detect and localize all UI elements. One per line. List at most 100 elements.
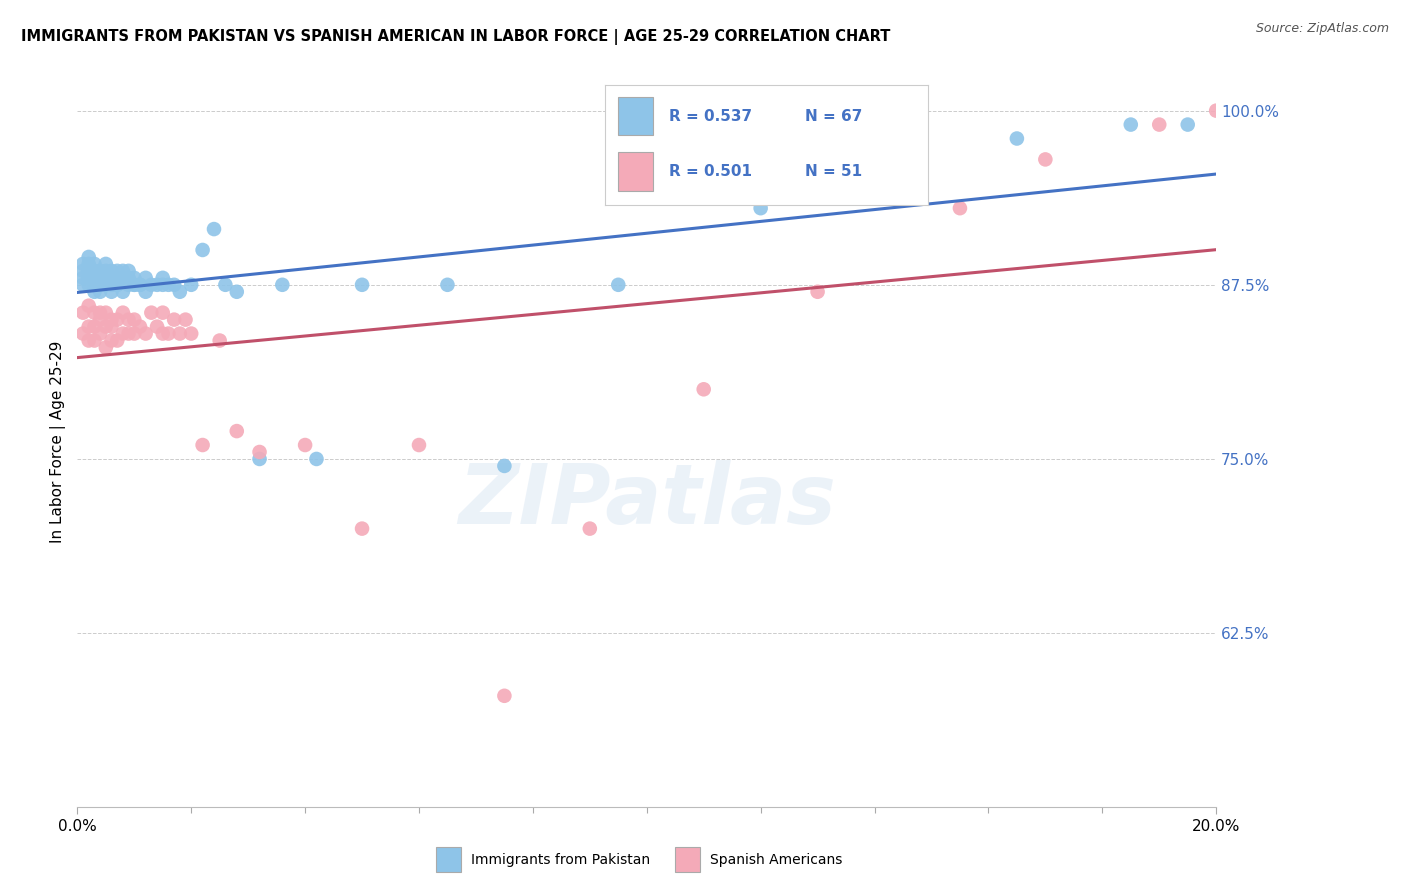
Point [294,438,316,452]
Point [89,264,111,278]
Point [180,277,202,292]
Point [208,334,231,348]
Point [89,326,111,341]
Point [124,277,146,292]
Point [305,452,328,467]
Point [89,277,111,292]
Point [105,312,128,326]
Point [191,243,214,257]
Point [124,270,146,285]
Point [129,277,152,292]
Point [94,341,117,355]
Point [157,326,180,341]
Point [100,312,122,326]
Point [117,264,139,278]
Point [693,382,716,396]
Point [152,326,174,341]
Point [94,257,117,271]
Point [124,312,146,326]
Point [72,270,94,285]
Point [607,277,630,292]
Point [94,306,117,320]
Point [77,270,100,285]
Point [494,458,516,473]
Point [83,319,105,334]
Point [352,522,374,536]
Point [83,277,105,292]
Point [352,277,374,292]
Point [141,306,163,320]
Text: Source: ZipAtlas.com: Source: ZipAtlas.com [1256,22,1389,36]
Point [271,277,294,292]
Point [100,270,122,285]
Point [105,334,128,348]
Point [949,201,972,215]
Point [111,285,134,299]
Point [146,277,169,292]
Point [77,257,100,271]
Point [83,334,105,348]
Point [749,201,772,215]
Point [129,319,152,334]
Text: ZIPatlas: ZIPatlas [458,459,835,541]
Point [83,270,105,285]
Point [163,312,186,326]
Point [72,257,94,271]
Text: N = 67: N = 67 [806,109,862,124]
Point [83,264,105,278]
Point [83,306,105,320]
Point [111,326,134,341]
Point [152,306,174,320]
Point [89,312,111,326]
Point [1205,103,1227,118]
Point [72,326,94,341]
Point [249,445,271,459]
Point [214,277,236,292]
Point [169,326,191,341]
Point [117,277,139,292]
Point [1119,118,1142,132]
Point [494,689,516,703]
Point [436,277,458,292]
Point [72,264,94,278]
Point [77,319,100,334]
Point [72,277,94,292]
Point [141,277,163,292]
Point [169,285,191,299]
Point [77,277,100,292]
Point [100,285,122,299]
FancyBboxPatch shape [617,97,652,136]
Point [157,277,180,292]
Point [105,270,128,285]
Point [1005,131,1028,145]
Point [135,326,157,341]
Point [117,312,139,326]
Point [94,319,117,334]
Point [77,264,100,278]
Point [105,277,128,292]
Point [807,285,830,299]
Point [135,270,157,285]
Point [83,257,105,271]
Point [135,285,157,299]
Point [146,319,169,334]
Point [100,277,122,292]
Point [94,277,117,292]
Point [124,277,146,292]
Point [83,285,105,299]
Point [202,222,225,236]
Point [225,424,247,438]
Point [94,264,117,278]
Point [1177,118,1199,132]
Point [152,277,174,292]
Text: Immigrants from Pakistan: Immigrants from Pakistan [471,853,650,867]
Point [225,285,247,299]
Point [100,264,122,278]
Point [249,452,271,467]
Text: IMMIGRANTS FROM PAKISTAN VS SPANISH AMERICAN IN LABOR FORCE | AGE 25-29 CORRELAT: IMMIGRANTS FROM PAKISTAN VS SPANISH AMER… [21,29,890,45]
Point [191,438,214,452]
Point [152,270,174,285]
Point [1035,153,1057,167]
Point [111,270,134,285]
Point [94,270,117,285]
